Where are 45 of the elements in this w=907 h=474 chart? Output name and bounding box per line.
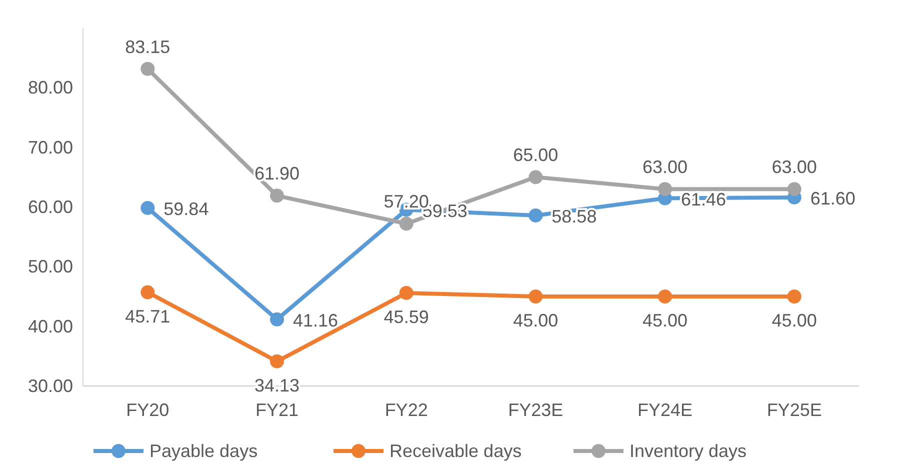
legend-label: Inventory days — [630, 441, 747, 461]
y-tick-label: 60.00 — [28, 197, 73, 217]
data-label: 63.00 — [772, 157, 817, 178]
point — [140, 200, 155, 215]
data-label: 59.84 — [164, 198, 209, 219]
point — [658, 290, 672, 304]
point — [140, 285, 155, 300]
legend-label: Receivable days — [390, 441, 522, 461]
point — [399, 286, 414, 300]
data-label: 83.15 — [125, 36, 170, 57]
point — [787, 290, 802, 304]
point — [787, 182, 802, 196]
point — [270, 312, 284, 326]
point — [658, 182, 672, 196]
y-tick-label: 80.00 — [28, 78, 73, 98]
x-tick-label: FY24E — [637, 400, 693, 420]
point — [270, 188, 284, 203]
y-tick-label: 50.00 — [28, 256, 73, 277]
data-label: 45.59 — [384, 306, 429, 327]
point — [528, 290, 543, 304]
y-tick-label: 40.00 — [28, 316, 73, 336]
y-tick-label: 30.00 — [28, 376, 73, 396]
data-label: 45.00 — [513, 310, 558, 330]
point — [528, 170, 543, 184]
point — [399, 216, 414, 231]
data-label: 45.00 — [642, 310, 688, 330]
data-label: 45.00 — [772, 310, 817, 330]
data-label: 58.58 — [552, 206, 597, 226]
x-tick-label: FY23E — [508, 400, 564, 420]
x-tick-label: FY25E — [766, 400, 822, 420]
point — [528, 208, 543, 222]
data-label: 63.00 — [642, 157, 688, 178]
point — [140, 62, 155, 76]
x-tick-label: FY21 — [255, 400, 299, 420]
point — [270, 354, 284, 368]
x-tick-label: FY20 — [126, 400, 170, 420]
legend-label: Payable days — [150, 441, 258, 461]
x-tick-label: FY22 — [384, 400, 428, 420]
data-label: 45.71 — [125, 306, 170, 326]
data-label: 61.90 — [254, 164, 300, 184]
y-tick-label: 70.00 — [28, 137, 73, 158]
data-label: 34.13 — [254, 375, 300, 396]
data-label: 61.60 — [810, 188, 856, 208]
data-label: 41.16 — [293, 310, 338, 330]
data-label: 65.00 — [513, 145, 558, 166]
